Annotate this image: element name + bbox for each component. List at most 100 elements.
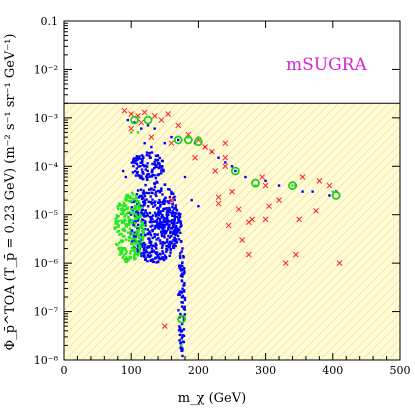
scatter-point: [244, 175, 247, 179]
scatter-point: [170, 190, 173, 194]
scatter-point: [115, 220, 118, 223]
scatter-point-x: [215, 194, 222, 201]
scatter-point: [128, 257, 131, 260]
scatter-point: [129, 208, 133, 211]
scatter-point: [171, 192, 174, 195]
scatter-point: [180, 224, 183, 227]
scatter-point: [120, 221, 124, 225]
scatter-point: [177, 292, 181, 295]
scatter-point-x: [151, 112, 158, 119]
scatter-point: [165, 221, 169, 224]
scatter-point: [177, 214, 181, 217]
scatter-point: [133, 169, 137, 173]
scatter-point: [145, 151, 149, 154]
scatter-point: [169, 251, 172, 254]
scatter-point: [173, 242, 176, 246]
scatter-point: [149, 195, 152, 198]
scatter-point: [183, 271, 186, 275]
scatter-point-x: [121, 107, 128, 114]
scatter-point-ring: [193, 137, 203, 147]
scatter-point: [153, 163, 157, 166]
scatter-point: [117, 247, 120, 251]
scatter-point: [154, 243, 157, 246]
scatter-point: [142, 213, 145, 216]
scatter-point: [183, 298, 187, 302]
scatter-point: [151, 168, 154, 171]
scatter-point: [154, 245, 157, 248]
scatter-point: [146, 178, 149, 182]
scatter-point: [120, 208, 123, 211]
scatter-point: [180, 305, 184, 308]
scatter-point: [171, 231, 174, 234]
scatter-point: [153, 235, 156, 238]
y-tick-label: 10⁻⁸: [34, 354, 59, 367]
scatter-point: [158, 163, 161, 166]
scatter-point: [117, 219, 120, 223]
scatter-point: [142, 228, 146, 232]
scatter-point-x: [239, 237, 245, 243]
scatter-point: [144, 224, 147, 227]
scatter-point: [138, 213, 142, 216]
scatter-point: [137, 196, 141, 199]
scatter-point: [146, 205, 150, 208]
scatter-point: [182, 268, 186, 271]
scatter-point: [121, 210, 125, 213]
scatter-point: [124, 259, 127, 262]
scatter-point: [124, 238, 128, 241]
scatter-point: [181, 340, 185, 343]
scatter-point: [137, 165, 140, 168]
scatter-point: [173, 216, 177, 220]
scatter-point: [172, 207, 175, 210]
scatter-point: [161, 209, 165, 213]
scatter-point: [145, 198, 148, 201]
scatter-point: [125, 223, 128, 226]
scatter-point: [163, 234, 166, 237]
scatter-point: [137, 215, 141, 219]
scatter-point: [154, 176, 158, 180]
scatter-point: [134, 218, 137, 221]
scatter-point: [153, 127, 156, 130]
scatter-point: [179, 252, 182, 255]
scatter-point: [157, 212, 160, 216]
scatter-point: [168, 210, 171, 214]
scatter-point: [138, 194, 142, 198]
scatter-point: [136, 250, 140, 254]
scatter-point: [135, 193, 139, 196]
scatter-point-x: [222, 140, 229, 147]
scatter-point-ring: [173, 135, 183, 145]
scatter-point: [174, 228, 177, 231]
scatter-point: [134, 235, 137, 238]
scatter-point: [141, 221, 144, 225]
y-tick-label: 10⁻⁶: [34, 257, 59, 270]
scatter-point: [155, 261, 158, 264]
scatter-point: [160, 226, 164, 229]
scatter-point: [163, 226, 166, 229]
scatter-point: [122, 227, 126, 230]
scatter-point: [136, 254, 139, 257]
scatter-point: [158, 220, 162, 223]
scatter-point: [169, 248, 173, 251]
scatter-point: [148, 237, 151, 240]
scatter-point: [130, 233, 134, 236]
scatter-point: [148, 230, 151, 233]
scatter-point: [128, 199, 131, 203]
scatter-point: [182, 284, 185, 287]
scatter-point-x: [249, 216, 256, 223]
scatter-point: [122, 219, 125, 223]
scatter-point: [173, 198, 176, 202]
scatter-point: [142, 231, 145, 234]
scatter-point: [177, 138, 180, 142]
scatter-point: [160, 221, 164, 224]
scatter-point: [165, 244, 168, 248]
scatter-point: [157, 227, 161, 230]
scatter-point: [142, 254, 146, 257]
scatter-point: [143, 258, 147, 261]
scatter-point: [134, 220, 138, 223]
scatter-point: [156, 256, 159, 259]
scatter-point: [154, 257, 157, 260]
shaded-region: [64, 103, 400, 360]
scatter-point: [150, 151, 154, 154]
scatter-point: [165, 223, 169, 226]
scatter-point: [179, 264, 182, 267]
scatter-point: [132, 164, 135, 168]
